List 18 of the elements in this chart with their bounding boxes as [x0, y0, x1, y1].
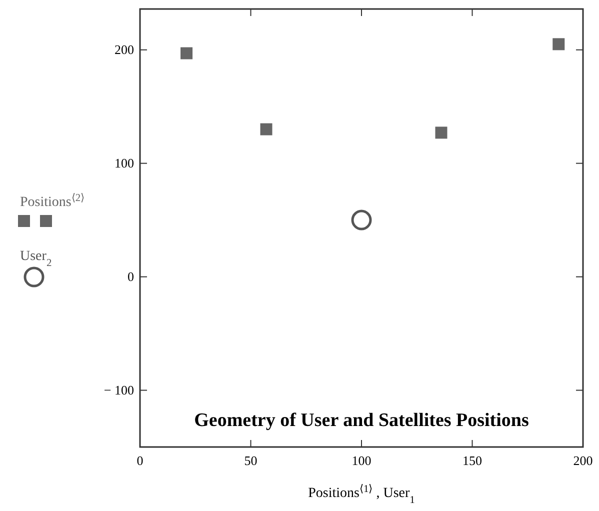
x-tick-label: 50	[244, 453, 258, 468]
x-tick-label: 200	[573, 453, 593, 468]
point	[260, 123, 272, 136]
x-tick-label: 100	[352, 453, 372, 468]
point	[351, 210, 372, 230]
x-tick-label: 0	[136, 453, 144, 468]
y-tick-label: 0	[128, 268, 134, 284]
text: Geometry of User and Satellites Positions	[194, 410, 529, 431]
y-tick-label: 100	[114, 155, 134, 170]
y-tick-label: − 100	[104, 382, 134, 398]
text: User$_{2}$	[20, 249, 52, 268]
point	[552, 38, 565, 50]
point	[180, 47, 193, 60]
text: Positions$^{⟨2⟩}$	[20, 192, 85, 210]
x-axis-title: Positions$^{⟨1⟩}$ , User$_{1}$	[308, 482, 415, 506]
point	[435, 126, 448, 139]
x-tick-label: 150	[462, 453, 482, 468]
y-tick-label: 200	[114, 42, 134, 57]
